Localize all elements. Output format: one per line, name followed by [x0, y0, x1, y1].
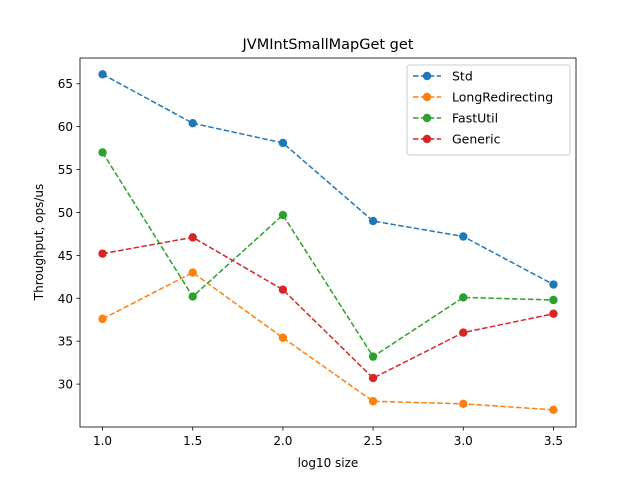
data-point [188, 233, 197, 242]
x-tick-label: 1.0 [93, 434, 112, 448]
data-point [549, 405, 558, 415]
x-tick-label: 2.5 [364, 434, 383, 448]
legend-label: Std [452, 69, 473, 84]
y-tick-label: 55 [58, 163, 73, 177]
legend-swatch-marker [422, 134, 432, 144]
x-axis-label: log10 size [298, 456, 359, 470]
x-tick-label: 3.5 [544, 434, 563, 448]
y-tick-label: 45 [58, 249, 73, 263]
data-point [368, 352, 378, 361]
data-point [368, 397, 378, 406]
series-2 [98, 148, 558, 361]
data-point [188, 119, 197, 128]
y-tick-label: 40 [58, 292, 73, 306]
chart-title: JVMIntSmallMapGet get [242, 37, 414, 53]
series-3 [98, 233, 558, 383]
legend-label: LongRedirecting [452, 90, 553, 105]
x-tick-label: 3.0 [454, 434, 473, 448]
data-point [368, 216, 378, 226]
data-point [278, 285, 288, 294]
series-line-0 [102, 73, 554, 286]
data-point [549, 280, 558, 289]
data-point [549, 295, 558, 305]
data-point [98, 249, 107, 258]
data-point [98, 314, 107, 324]
data-point [98, 70, 107, 79]
data-point [368, 373, 378, 383]
legend-item: Std [413, 69, 473, 84]
legend-item: Generic [413, 132, 501, 147]
legend-item: FastUtil [413, 111, 498, 126]
data-point [459, 232, 468, 241]
legend-swatch-marker [422, 71, 432, 81]
legend-item: LongRedirecting [413, 90, 553, 105]
legend-label: Generic [452, 132, 501, 147]
series-1 [98, 268, 558, 415]
data-point [278, 210, 288, 220]
data-point [188, 292, 197, 301]
series-line-1 [102, 271, 554, 411]
series-layer [98, 70, 558, 415]
series-line-2 [101, 152, 554, 358]
y-axis-label: Throughput, ops/us [32, 184, 46, 301]
y-tick-label: 50 [58, 206, 73, 220]
y-tick-label: 65 [58, 77, 73, 91]
data-point [278, 333, 288, 342]
data-point [549, 309, 558, 318]
y-tick-label: 60 [58, 120, 73, 134]
plot-frame [79, 57, 577, 428]
data-point [459, 328, 468, 337]
data-point [278, 138, 288, 148]
axes-layer: 1.0 1.5 2.0 2.5 3.0 3.5 30 35 40 45 50 55 60 65 [58, 57, 577, 448]
legend-swatch-marker [422, 113, 432, 123]
series-0 [98, 70, 558, 289]
x-tick-label: 2.0 [273, 434, 292, 448]
data-point [459, 293, 468, 302]
legend-label: FastUtil [452, 111, 498, 126]
legend-swatch-marker [422, 92, 432, 102]
series-line-3 [102, 236, 554, 380]
y-tick-label: 35 [58, 335, 73, 349]
data-point [188, 268, 197, 277]
legend: Std LongRedirecting FastUtil Generic [406, 64, 571, 156]
legend-box [406, 64, 571, 156]
y-tick-label: 30 [58, 378, 73, 392]
data-point [459, 399, 468, 409]
data-point [98, 148, 107, 157]
x-tick-label: 1.5 [183, 434, 202, 448]
